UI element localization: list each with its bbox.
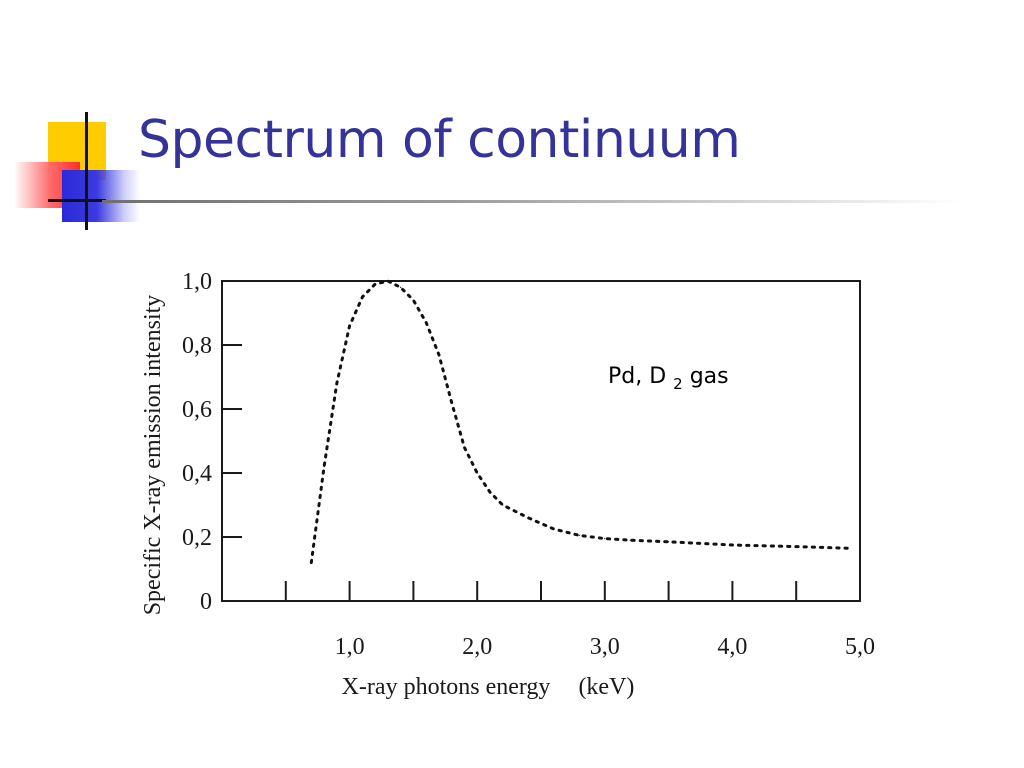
data-point	[502, 504, 504, 506]
data-point	[731, 544, 734, 546]
y-tick-label: 0,6	[182, 397, 212, 423]
data-point	[361, 296, 363, 298]
y-tick-label: 0,8	[182, 333, 212, 359]
series-line	[309, 279, 849, 565]
y-axis-label: Specific X-ray emission intensity	[140, 295, 166, 616]
x-tick-label: 2,0	[462, 634, 492, 660]
plot-frame	[221, 280, 861, 602]
y-tick-label: 0,2	[182, 525, 212, 551]
data-point	[489, 491, 491, 493]
data-point	[412, 299, 414, 301]
logo-horizontal-line	[48, 199, 106, 202]
spectrum-curve	[309, 279, 849, 565]
x-tick-label: 5,0	[845, 634, 875, 660]
data-point	[387, 280, 389, 282]
y-axis-ticks: 0 0,2 0,4 0,6 0,8 1,0	[182, 269, 242, 615]
data-point	[463, 446, 466, 448]
data-point	[578, 534, 580, 537]
data-point	[668, 541, 670, 543]
data-point	[527, 517, 529, 519]
data-point	[795, 546, 797, 548]
data-point	[349, 325, 351, 327]
x-tick-label: 1,0	[335, 634, 365, 660]
annotation-tail: gas	[690, 364, 729, 389]
data-point	[629, 539, 631, 541]
title-underline	[102, 200, 962, 203]
logo-vertical-line	[85, 112, 88, 230]
annotation-label: Pd, D 2 gas	[608, 364, 729, 395]
data-point	[323, 466, 325, 468]
y-tick-label: 0	[200, 589, 212, 615]
data-point	[374, 283, 376, 285]
x-axis-unit: (keV)	[578, 674, 634, 700]
data-point	[400, 286, 402, 288]
data-point	[553, 528, 555, 530]
x-tick-label: 4,0	[717, 634, 747, 660]
data-point	[310, 562, 312, 564]
x-axis-label: X-ray photons energy (keV)	[342, 674, 635, 700]
data-point	[336, 382, 338, 384]
data-point	[425, 322, 427, 324]
annotation-subscript: 2	[673, 375, 683, 393]
data-point	[476, 472, 478, 474]
data-point	[846, 547, 848, 549]
logo-blue-bar	[62, 170, 140, 222]
data-point	[438, 354, 440, 356]
slide-title: Spectrum of continuum	[138, 110, 741, 170]
annotation-main: Pd, D	[608, 364, 666, 389]
y-tick-label: 1,0	[182, 269, 212, 295]
data-point	[451, 402, 453, 404]
y-tick-label: 0,4	[182, 461, 212, 487]
x-axis-label-text: X-ray photons energy	[342, 674, 551, 700]
x-axis-ticks: 1,0 2,0 3,0 4,0 5,0	[284, 581, 875, 660]
x-tick-label: 3,0	[590, 634, 620, 660]
data-point	[604, 538, 606, 540]
